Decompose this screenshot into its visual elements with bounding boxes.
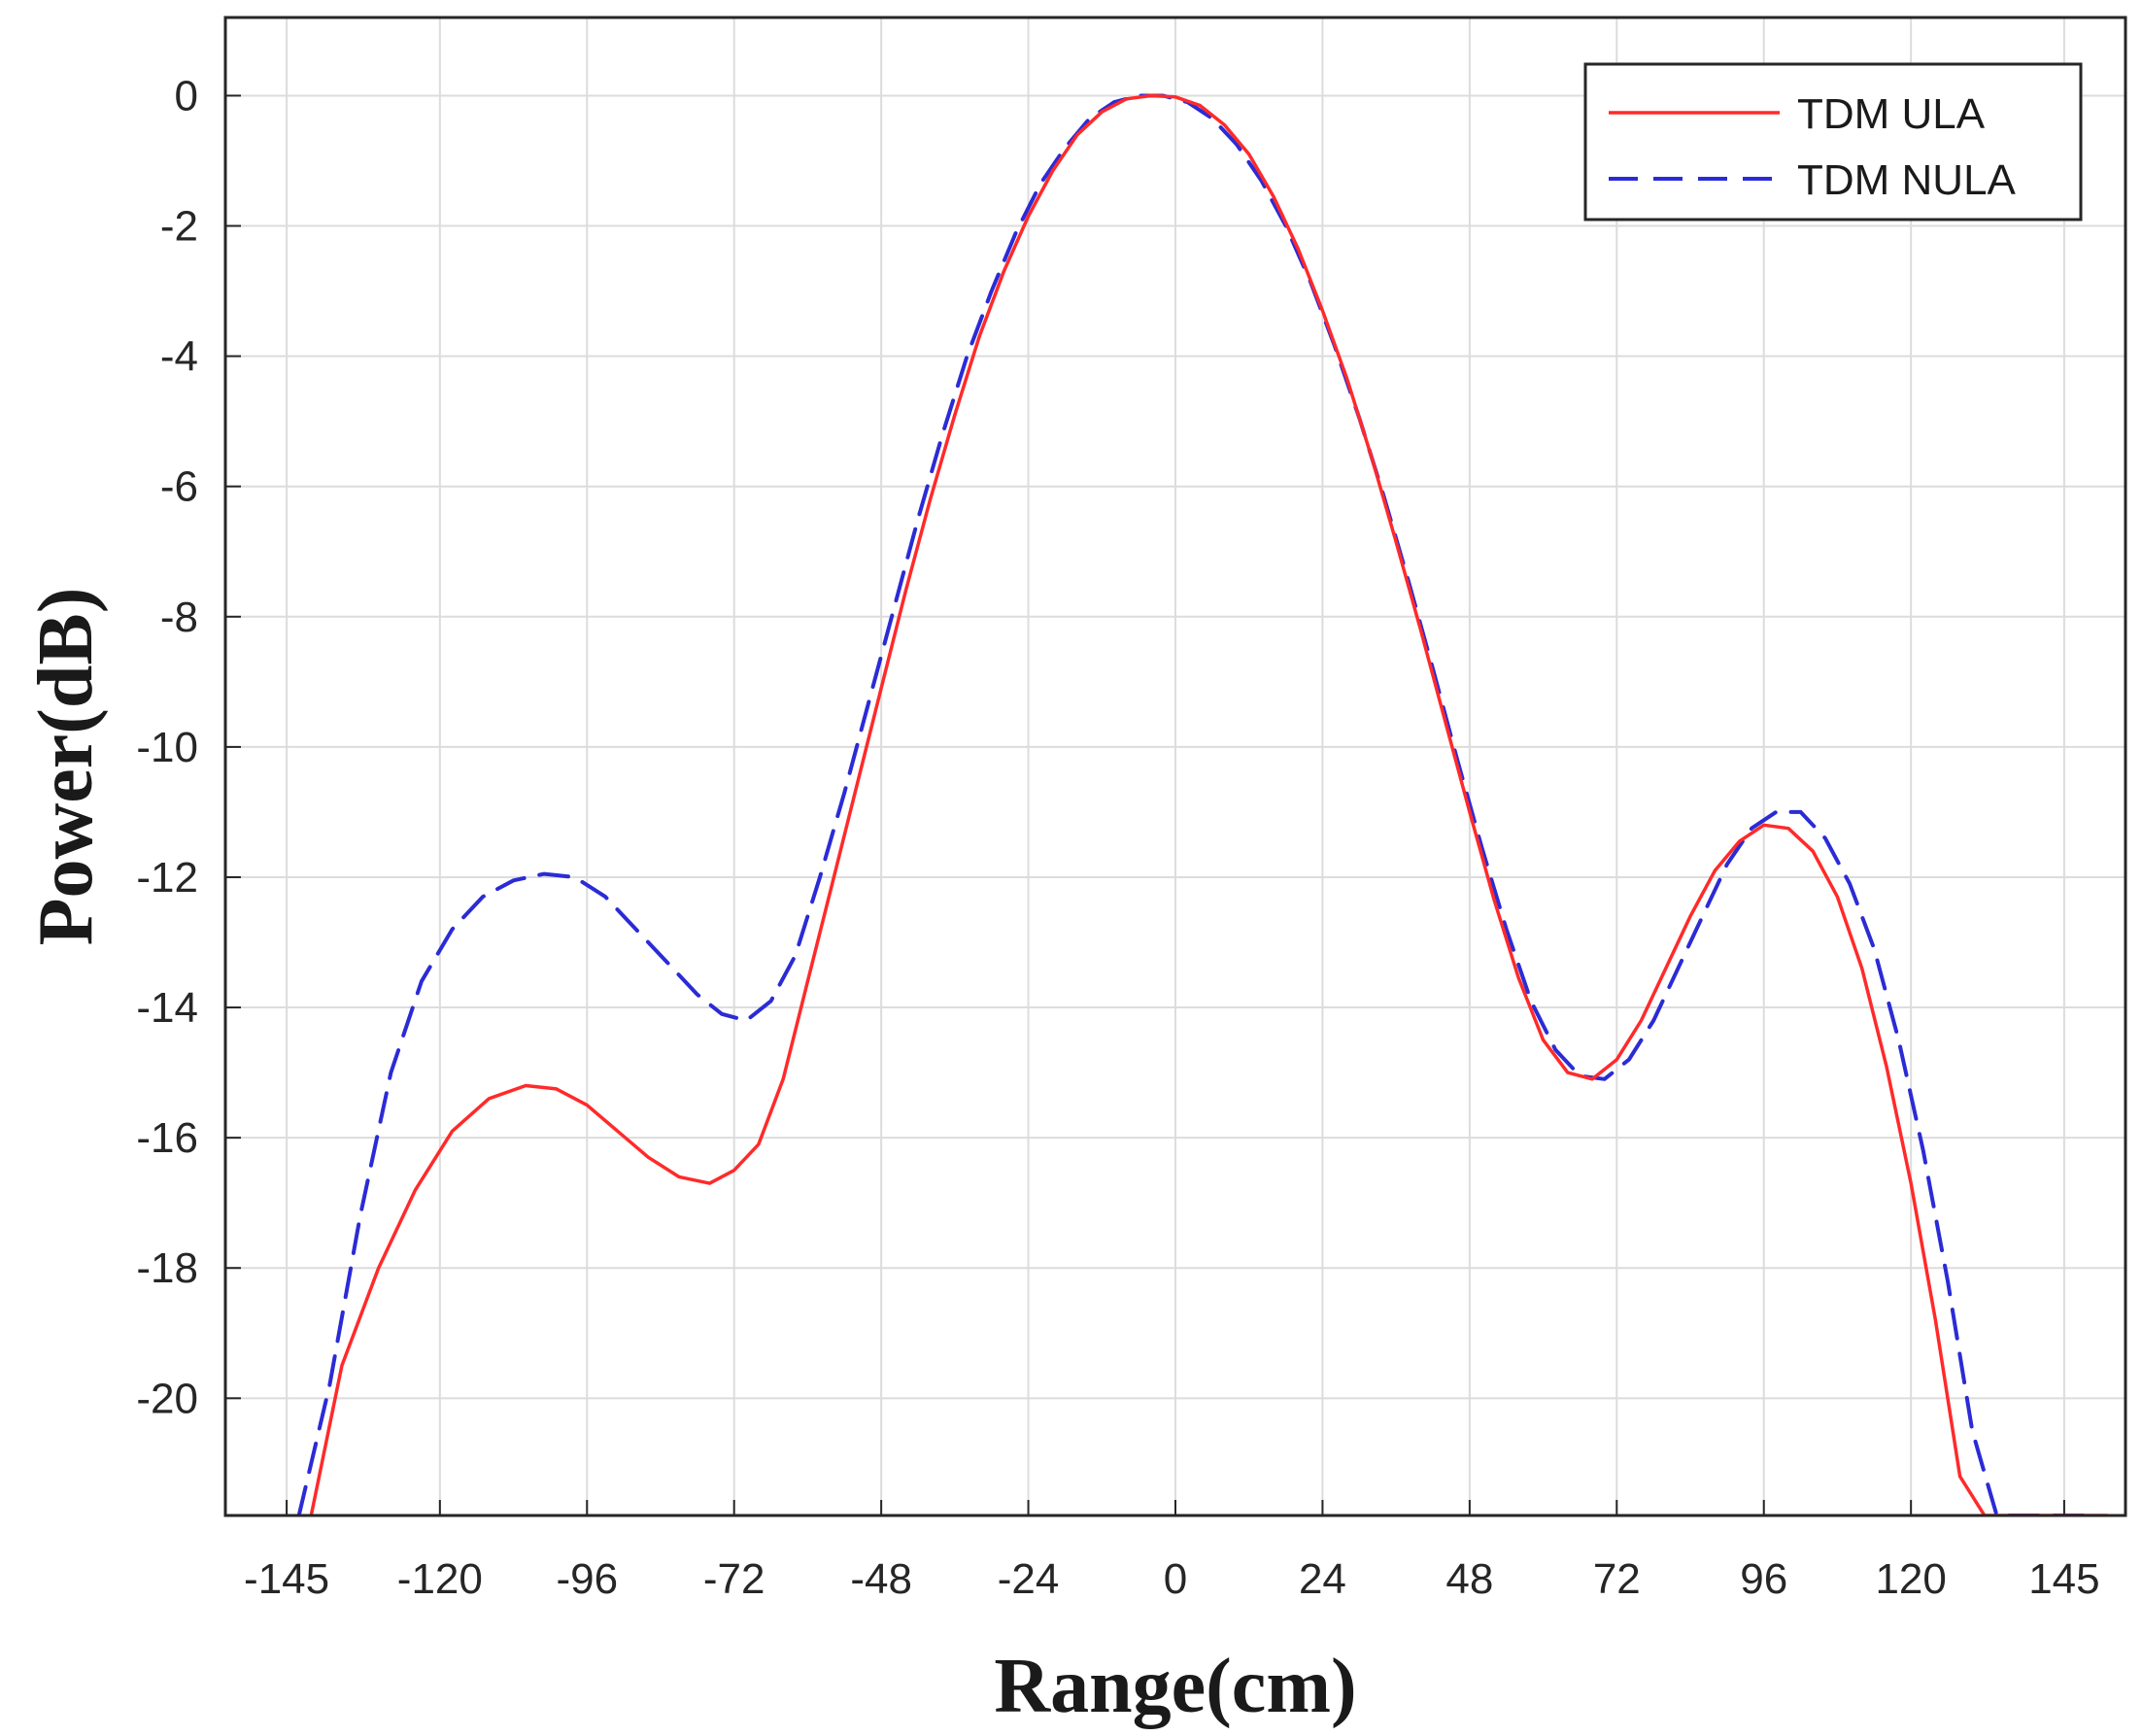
legend-label-tdm-ula: TDM ULA (1797, 90, 1986, 138)
series-layer (296, 93, 2109, 1515)
y-tick-label: -20 (136, 1375, 198, 1422)
x-tick-label: 120 (1875, 1555, 1946, 1603)
x-tick-label: -24 (998, 1555, 1060, 1603)
series-line-tdm-ula (309, 93, 2109, 1515)
axis-ticks: -145 -120 -96 -72 -48 -24 0 24 48 72 96 120 145 0 -2 -4… (136, 72, 2099, 1603)
y-tick-label: -4 (160, 333, 198, 381)
x-tick-label: -96 (556, 1555, 618, 1603)
x-tick-label: 96 (1740, 1555, 1787, 1603)
x-tick-label: 145 (2028, 1555, 2099, 1603)
y-tick-label: -16 (136, 1114, 198, 1162)
series-line-tdm-nula (296, 93, 2097, 1515)
legend: TDM ULA TDM NULA (1583, 62, 2083, 221)
y-tick-label: -8 (160, 594, 198, 641)
y-tick-label: -6 (160, 463, 198, 511)
x-tick-label: -72 (703, 1555, 765, 1603)
y-tick-label: -10 (136, 724, 198, 771)
y-tick-label: 0 (175, 72, 198, 119)
x-axis-title: Range(cm) (994, 1644, 1356, 1729)
y-tick-label: -12 (136, 854, 198, 902)
x-tick-label: 24 (1299, 1555, 1346, 1603)
legend-label-tdm-nula: TDM NULA (1797, 156, 2017, 204)
x-tick-label: -120 (397, 1555, 483, 1603)
x-tick-label: 0 (1164, 1555, 1187, 1603)
x-tick-label: -48 (850, 1555, 912, 1603)
x-tick-label: -145 (244, 1555, 329, 1603)
y-tick-label: -14 (136, 984, 198, 1032)
x-tick-label: 72 (1593, 1555, 1641, 1603)
x-tick-label: 48 (1445, 1555, 1493, 1603)
y-tick-label: -18 (136, 1244, 198, 1292)
grid (225, 17, 2125, 1515)
y-tick-label: -2 (160, 203, 198, 251)
y-axis-title: Power(dB) (23, 588, 109, 946)
legend-box (1583, 62, 2083, 221)
